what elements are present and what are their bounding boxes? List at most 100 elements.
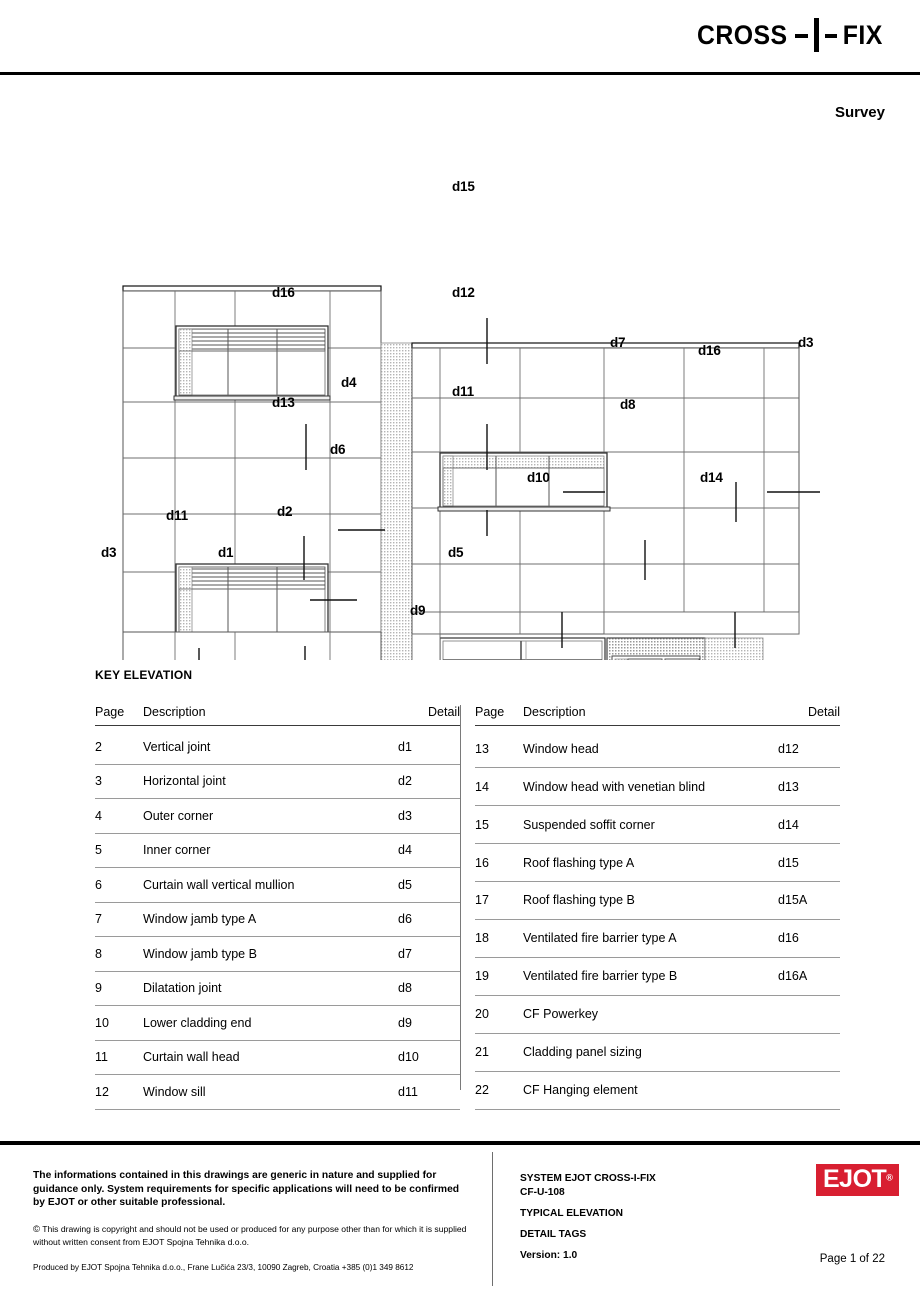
detail-index-tables: Page Description Detail 2 Vertical joint d… (95, 705, 840, 1110)
detail-tag-d16-right[interactable]: d16 (698, 343, 721, 358)
entrance-door (606, 637, 706, 660)
table-row[interactable]: 11 Curtain wall head d10 (95, 1040, 460, 1075)
cell-page: 9 (95, 971, 143, 1006)
i-bolt-mark-icon (793, 18, 839, 52)
table-row[interactable]: 4 Outer corner d3 (95, 798, 460, 834)
table-row[interactable]: 12 Window sill d11 (95, 1074, 460, 1110)
copyright-icon: © (33, 1223, 40, 1235)
col-header-page: Page (95, 705, 143, 726)
footer-drawing-block: SYSTEM EJOT CROSS-I-FIX CF-U-108 TYPICAL… (520, 1172, 656, 1263)
cell-detail: d3 (398, 798, 460, 834)
detail-tag-d9[interactable]: d9 (410, 603, 426, 618)
logo-word-cross: CROSS (696, 19, 788, 50)
detail-tag-d6[interactable]: d6 (330, 442, 346, 457)
detail-tag-d3-right[interactable]: d3 (798, 335, 814, 350)
cell-detail: d11 (398, 1074, 460, 1110)
detail-tag-d3-left[interactable]: d3 (101, 545, 117, 560)
cell-page: 4 (95, 798, 143, 834)
table-row[interactable]: 15 Suspended soffit corner d14 (475, 805, 840, 845)
page-number: Page 1 of 22 (819, 1253, 885, 1265)
cell-page: 19 (475, 957, 523, 996)
detail-tag-d5[interactable]: d5 (448, 545, 464, 560)
col-header-detail: Detail (778, 705, 840, 726)
table-row[interactable]: 20 CF Powerkey (475, 995, 840, 1034)
footer-disclaimer: The informations contained in this drawi… (33, 1170, 460, 1208)
cell-page: 15 (475, 805, 523, 845)
table-row[interactable]: 22 CF Hanging element (475, 1071, 840, 1110)
cell-description: Lower cladding end (143, 1005, 398, 1041)
cell-page: 16 (475, 843, 523, 883)
detail-tag-d11-lower[interactable]: d11 (166, 508, 188, 523)
cell-page: 6 (95, 867, 143, 903)
detail-tag-d1[interactable]: d1 (218, 545, 234, 560)
table-row[interactable]: 21 Cladding panel sizing (475, 1033, 840, 1072)
footer-version: Version: 1.0 (520, 1250, 578, 1261)
detail-tag-d15[interactable]: d15 (452, 179, 475, 194)
cell-detail: d2 (398, 764, 460, 799)
table-row[interactable]: 3 Horizontal joint d2 (95, 764, 460, 799)
cell-description: Suspended soffit corner (523, 805, 778, 845)
table-row[interactable]: 14 Window head with venetian blind d13 (475, 767, 840, 807)
cell-description: Roof flashing type A (523, 843, 778, 883)
table-row[interactable]: 13 Window head d12 (475, 725, 840, 769)
cell-detail: d16A (778, 957, 840, 996)
table-row[interactable]: 6 Curtain wall vertical mullion d5 (95, 867, 460, 903)
cell-description: Ventilated fire barrier type A (523, 919, 778, 958)
window-upper-left (173, 325, 331, 401)
table-row[interactable]: 2 Vertical joint d1 (95, 725, 460, 765)
cell-description: Outer corner (143, 798, 398, 834)
cell-page: 12 (95, 1074, 143, 1110)
detail-tag-d11-upper[interactable]: d11 (452, 384, 474, 399)
drawing-caption: KEY ELEVATION (95, 668, 193, 682)
cell-detail: d12 (778, 725, 840, 769)
cell-page: 17 (475, 881, 523, 920)
cell-description: Horizontal joint (143, 764, 398, 799)
detail-tag-d4[interactable]: d4 (341, 375, 357, 390)
footer-legal-block: The informations contained in this drawi… (33, 1169, 473, 1274)
cell-description: Curtain wall vertical mullion (143, 867, 398, 903)
cell-page: 13 (475, 725, 523, 769)
cell-page: 22 (475, 1071, 523, 1110)
detail-tag-d2[interactable]: d2 (277, 504, 293, 519)
cell-description: Ventilated fire barrier type B (523, 957, 778, 996)
cell-page: 18 (475, 919, 523, 958)
table-row[interactable]: 5 Inner corner d4 (95, 833, 460, 868)
cell-description: Cladding panel sizing (523, 1033, 778, 1072)
ejot-wordmark: EJOT (823, 1165, 887, 1193)
detail-tag-d13[interactable]: d13 (272, 395, 295, 410)
cell-description: Dilatation joint (143, 971, 398, 1006)
detail-tag-d10[interactable]: d10 (527, 470, 550, 485)
footer-code: CF-U-108 (520, 1187, 565, 1198)
cell-description: Inner corner (143, 833, 398, 868)
table-row[interactable]: 9 Dilatation joint d8 (95, 971, 460, 1006)
registered-trademark-icon: ® (886, 1172, 893, 1183)
cell-detail: d8 (398, 971, 460, 1006)
cell-detail: d15 (778, 843, 840, 883)
cell-page: 20 (475, 995, 523, 1034)
footer-drawing-title: TYPICAL ELEVATION (520, 1208, 624, 1219)
cell-detail: d1 (398, 725, 460, 765)
cell-detail: d13 (778, 767, 840, 807)
detail-tag-d7[interactable]: d7 (610, 335, 626, 350)
cell-detail: d9 (398, 1005, 460, 1041)
cell-description: Window jamb type B (143, 936, 398, 972)
cell-detail: d14 (778, 805, 840, 845)
detail-tag-d12[interactable]: d12 (452, 285, 475, 300)
cell-detail: d16 (778, 919, 840, 958)
key-elevation-drawing: d15 d16 d12 d7 d16 d3 d4 d11 d8 d13 d6 d… (0, 140, 920, 660)
cell-description: Window jamb type A (143, 902, 398, 937)
table-row[interactable]: 10 Lower cladding end d9 (95, 1005, 460, 1041)
cell-page: 10 (95, 1005, 143, 1041)
detail-tag-d8[interactable]: d8 (620, 397, 636, 412)
detail-tag-d14[interactable]: d14 (700, 470, 723, 485)
detail-tag-d16-upper[interactable]: d16 (272, 285, 295, 300)
soffit-corner-panel (704, 637, 764, 660)
footer-produced-by: Produced by EJOT Spojna Tehnika d.o.o., … (33, 1262, 414, 1272)
cell-description: Roof flashing type B (523, 881, 778, 920)
